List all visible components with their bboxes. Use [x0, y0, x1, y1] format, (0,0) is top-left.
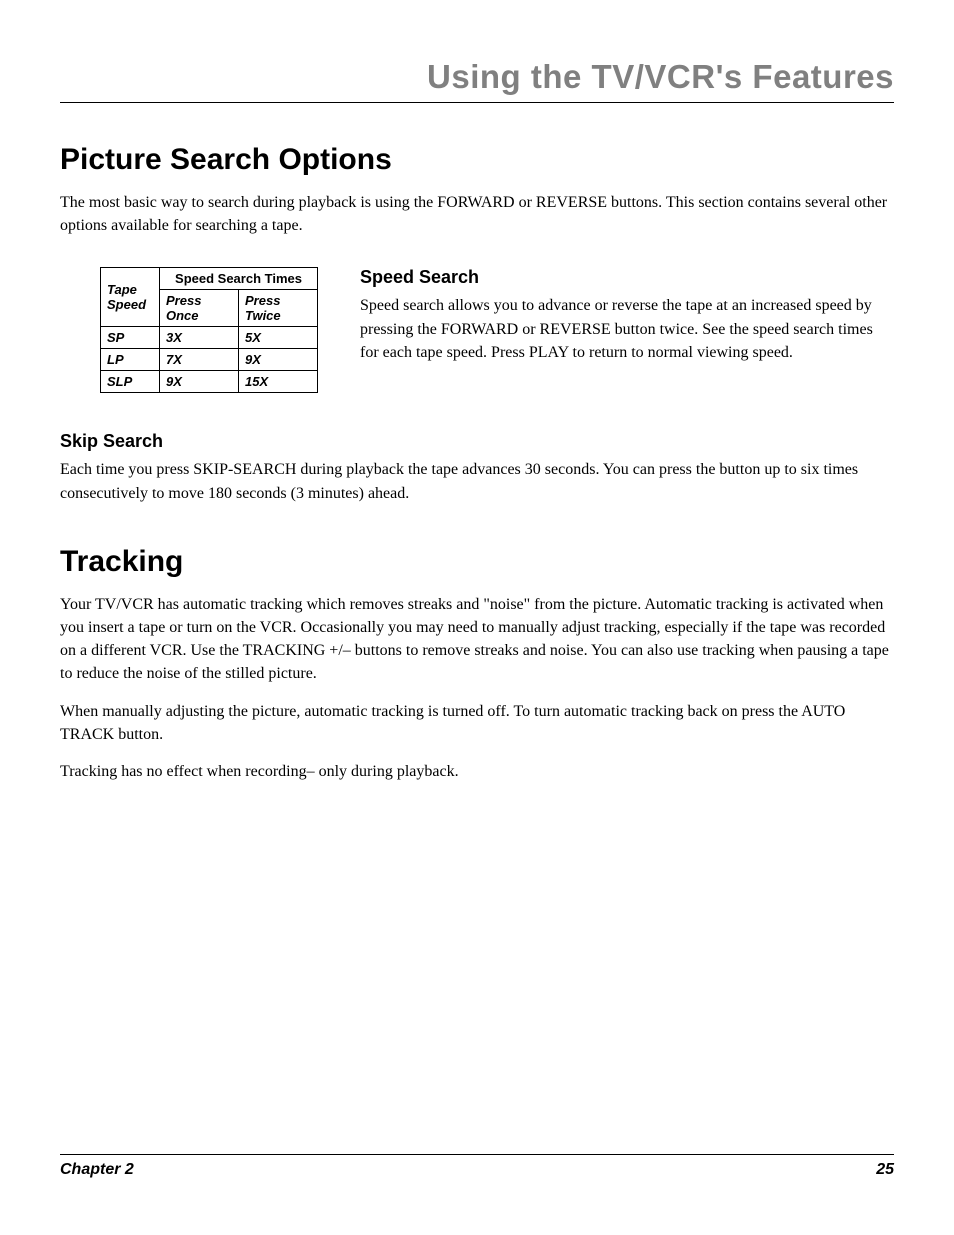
- table-rowhead-cell: Tape Speed: [101, 268, 160, 327]
- chapter-header: Using the TV/VCR's Features: [60, 58, 894, 103]
- table-cell: 9X: [160, 371, 239, 393]
- footer-page-number: 25: [876, 1161, 894, 1179]
- speed-search-body: Speed search allows you to advance or re…: [360, 294, 894, 364]
- table-tophead: Speed Search Times: [160, 268, 318, 290]
- table-subhead-1: Press Once: [160, 290, 239, 327]
- table-row: SLP 9X 15X: [101, 371, 318, 393]
- tracking-p1: Your TV/VCR has automatic tracking which…: [60, 593, 894, 686]
- table-row: LP 7X 9X: [101, 349, 318, 371]
- skip-search-block: Skip Search Each time you press SKIP-SEA…: [60, 431, 894, 504]
- table-rowhead-line1: Tape: [107, 282, 137, 297]
- tracking-p2: When manually adjusting the picture, aut…: [60, 700, 894, 746]
- footer-chapter: Chapter 2: [60, 1161, 134, 1179]
- table-cell: LP: [101, 349, 160, 371]
- page: Using the TV/VCR's Features Picture Sear…: [0, 0, 954, 1235]
- table-subhead-2: Press Twice: [239, 290, 318, 327]
- table-cell: 15X: [239, 371, 318, 393]
- chapter-title: Using the TV/VCR's Features: [60, 58, 894, 96]
- table-rowhead-line2: Speed: [107, 297, 146, 312]
- page-footer: Chapter 2 25: [60, 1154, 894, 1179]
- speed-search-table: Tape Speed Speed Search Times Press Once…: [100, 267, 318, 393]
- speed-search-block: Speed Search Speed search allows you to …: [360, 267, 894, 378]
- table-cell: SP: [101, 327, 160, 349]
- skip-search-heading: Skip Search: [60, 431, 894, 452]
- table-cell: 5X: [239, 327, 318, 349]
- header-rule: [60, 102, 894, 103]
- tracking-block: Tracking Your TV/VCR has automatic track…: [60, 545, 894, 783]
- section-title-tracking: Tracking: [60, 545, 894, 579]
- skip-search-body: Each time you press SKIP-SEARCH during p…: [60, 458, 894, 504]
- section-intro: The most basic way to search during play…: [60, 191, 894, 237]
- table-cell: 3X: [160, 327, 239, 349]
- table-cell: SLP: [101, 371, 160, 393]
- speed-row: Tape Speed Speed Search Times Press Once…: [60, 267, 894, 393]
- section-title-picture-search: Picture Search Options: [60, 143, 894, 177]
- speed-table-wrap: Tape Speed Speed Search Times Press Once…: [100, 267, 318, 393]
- table-row: SP 3X 5X: [101, 327, 318, 349]
- speed-search-heading: Speed Search: [360, 267, 894, 288]
- tracking-p3: Tracking has no effect when recording– o…: [60, 760, 894, 783]
- table-row: Tape Speed Speed Search Times: [101, 268, 318, 290]
- table-cell: 9X: [239, 349, 318, 371]
- table-cell: 7X: [160, 349, 239, 371]
